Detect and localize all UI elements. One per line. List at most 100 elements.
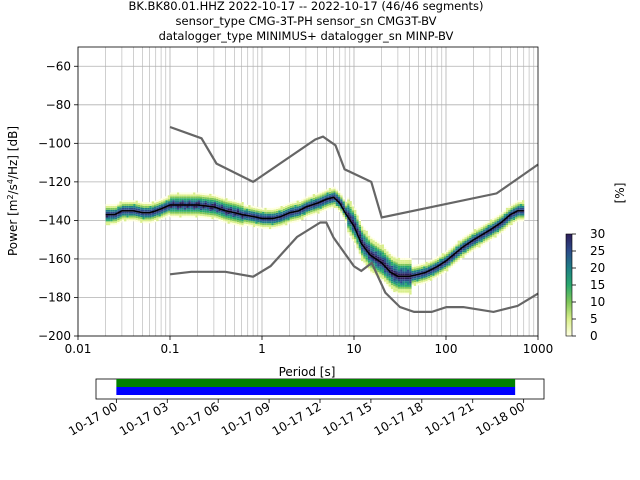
heatmap-cell: [363, 256, 366, 259]
heatmap-cell: [273, 221, 276, 224]
heatmap-cell: [193, 215, 196, 218]
heatmap-cell: [501, 229, 504, 232]
heatmap-cell: [236, 214, 240, 217]
heatmap-cell: [471, 244, 474, 247]
heatmap-cell: [128, 205, 131, 208]
heatmap-cell: [478, 243, 481, 246]
heatmap-cell: [163, 199, 166, 202]
heatmap-cell: [174, 198, 177, 201]
heatmap-cell: [462, 240, 465, 243]
heatmap-cell: [390, 254, 394, 257]
heatmap-cell: [388, 251, 391, 254]
heatmap-cell: [268, 215, 272, 218]
heatmap-cell: [319, 208, 322, 211]
heatmap-cell: [379, 262, 382, 265]
heatmap-cell: [287, 205, 290, 207]
x-axis-label: Period [s]: [279, 365, 336, 379]
heatmap-cell: [317, 211, 320, 214]
heatmap-cell: [142, 207, 145, 210]
heatmap-cell: [370, 259, 373, 262]
heatmap-cell: [305, 215, 309, 218]
heatmap-cell: [409, 265, 412, 268]
heatmap-cell: [216, 204, 219, 207]
heatmap-cell: [213, 204, 217, 206]
heatmap-cell: [492, 235, 495, 238]
heatmap-cell: [354, 208, 357, 211]
heatmap-cell: [133, 204, 136, 206]
heatmap-cell: [404, 269, 407, 272]
heatmap-cell: [381, 275, 384, 278]
heatmap-cell: [241, 203, 244, 206]
heatmap-cell: [370, 269, 373, 272]
heatmap-cell: [390, 258, 394, 261]
heatmap-cell: [505, 225, 509, 228]
heatmap-cell: [285, 209, 288, 212]
heatmap-cell: [275, 214, 279, 217]
heatmap-cell: [142, 217, 145, 220]
heatmap-cell: [383, 268, 387, 271]
heatmap-cell: [374, 266, 378, 269]
heatmap-cell: [140, 218, 143, 221]
heatmap-cell: [179, 194, 182, 197]
heatmap-cell: [473, 242, 476, 245]
heatmap-cell: [356, 244, 359, 247]
heatmap-cell: [105, 221, 108, 224]
heatmap-cell: [395, 260, 398, 263]
heatmap-cell: [266, 215, 269, 218]
heatmap-cell: [314, 193, 318, 196]
heatmap-cell: [427, 268, 430, 271]
heatmap-cell: [248, 209, 251, 211]
heatmap-cell: [105, 223, 108, 226]
heatmap-cell: [457, 259, 460, 262]
heatmap-cell: [296, 212, 299, 215]
heatmap-cell: [241, 223, 244, 226]
heatmap-cell: [298, 215, 302, 218]
heatmap-cell: [239, 205, 242, 208]
heatmap-cell: [519, 219, 522, 222]
heatmap-cell: [441, 260, 444, 263]
heatmap-cell: [452, 248, 456, 251]
heatmap-cell: [503, 209, 506, 212]
heatmap-cell: [397, 273, 401, 276]
heatmap-cell: [211, 215, 214, 218]
heatmap-cell: [354, 240, 357, 243]
y-tick-label: −180: [38, 290, 71, 304]
heatmap-cell: [216, 208, 219, 211]
heatmap-cell: [167, 208, 171, 211]
heatmap-cell: [243, 206, 246, 209]
heatmap-cell: [121, 211, 125, 214]
heatmap-cell: [165, 198, 168, 201]
heatmap-cell: [351, 225, 355, 228]
heatmap-cell: [340, 197, 343, 200]
heatmap-cell: [360, 241, 364, 244]
timeline-tick-label: 10-17 09: [219, 399, 273, 438]
heatmap-cell: [179, 192, 182, 195]
heatmap-cell: [404, 257, 407, 260]
heatmap-cell: [365, 242, 368, 245]
heatmap-cell: [475, 231, 479, 234]
heatmap-cell: [181, 192, 184, 195]
heatmap-cell: [372, 242, 375, 245]
heatmap-cell: [232, 207, 235, 210]
heatmap-cell: [360, 224, 364, 227]
heatmap-cell: [271, 215, 274, 218]
heatmap-cell: [347, 214, 350, 217]
heatmap-cell: [268, 223, 272, 226]
heatmap-cell: [282, 220, 286, 223]
heatmap-cell: [347, 207, 350, 210]
heatmap-cell: [420, 265, 424, 267]
heatmap-cell: [151, 214, 154, 217]
heatmap-cell: [199, 215, 203, 218]
heatmap-cell: [512, 214, 516, 217]
heatmap-cell: [358, 242, 361, 245]
heatmap-cell: [494, 220, 497, 223]
heatmap-cell: [239, 218, 242, 221]
heatmap-cell: [469, 232, 472, 235]
heatmap-cell: [199, 198, 203, 201]
heatmap-cell: [289, 213, 292, 216]
heatmap-cell: [126, 219, 129, 222]
heatmap-cell: [282, 218, 286, 221]
heatmap-cell: [128, 204, 131, 206]
heatmap-cell: [377, 260, 380, 263]
heatmap-cell: [381, 254, 384, 257]
